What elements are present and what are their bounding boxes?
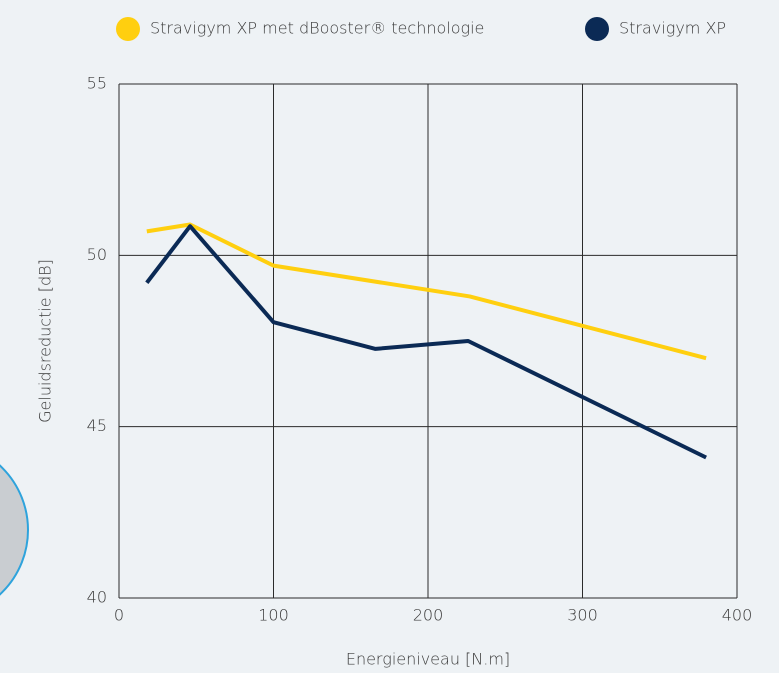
x-tick-label: 300 — [567, 606, 598, 625]
y-tick-label: 45 — [87, 416, 107, 435]
legend-marker — [116, 17, 140, 41]
line-series — [146, 222, 707, 361]
legend-marker — [585, 17, 609, 41]
y-axis-label: Geluidsreductie [dB] — [36, 259, 55, 423]
x-tick-label: 200 — [413, 606, 444, 625]
y-tick-label: 40 — [87, 588, 107, 607]
legend-label: Stravigym XP — [619, 19, 726, 38]
line-series — [145, 224, 707, 460]
y-tick-label: 50 — [87, 245, 107, 264]
legend-label: Stravigym XP met dBooster® technologie — [150, 19, 484, 38]
x-tick-label: 0 — [114, 606, 124, 625]
x-axis-label: Energieniveau [N.m] — [346, 650, 510, 669]
x-tick-label: 100 — [258, 606, 289, 625]
decorative-image — [0, 464, 29, 596]
x-tick-label: 400 — [722, 606, 753, 625]
y-tick-label: 55 — [87, 74, 107, 93]
